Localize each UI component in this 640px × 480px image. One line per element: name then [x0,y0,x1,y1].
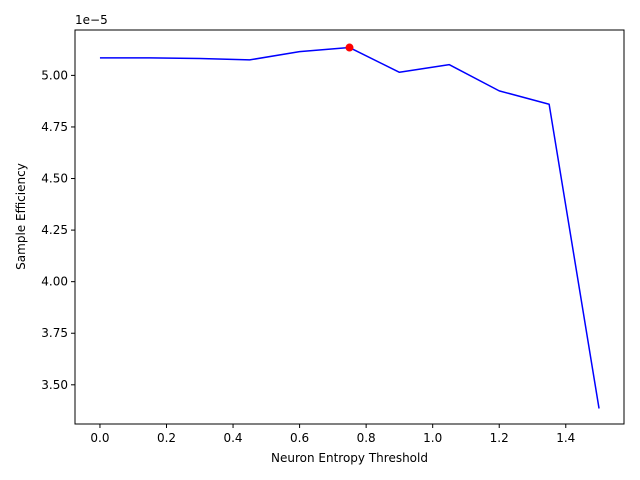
y-axis-ticks: 3.50 3.75 4.00 4.25 4.50 4.75 5.00 [41,68,75,392]
x-tick-label: 0.4 [223,431,242,445]
y-tick-label: 5.00 [41,68,68,82]
y-offset-label: 1e−5 [75,13,108,27]
y-tick-label: 4.50 [41,172,68,186]
x-axis-label: Neuron Entropy Threshold [271,451,428,465]
y-tick-label: 4.00 [41,275,68,289]
x-axis-ticks: 0.0 0.2 0.4 0.6 0.8 1.0 1.2 1.4 [90,424,575,445]
x-tick-label: 0.6 [290,431,309,445]
x-tick-label: 0.8 [357,431,376,445]
x-tick-label: 1.4 [556,431,575,445]
y-tick-label: 4.25 [41,223,68,237]
axes-frame [74,29,625,425]
x-tick-label: 0.0 [90,431,109,445]
y-tick-label: 4.75 [41,120,68,134]
x-tick-label: 0.2 [157,431,176,445]
plot-area [99,43,600,409]
x-tick-label: 1.0 [423,431,442,445]
y-axis-label: Sample Efficiency [14,163,28,270]
series-line [99,46,600,409]
highlight-point [345,43,354,52]
y-tick-label: 3.50 [41,378,68,392]
y-tick-label: 3.75 [41,326,68,340]
x-tick-label: 1.2 [490,431,509,445]
